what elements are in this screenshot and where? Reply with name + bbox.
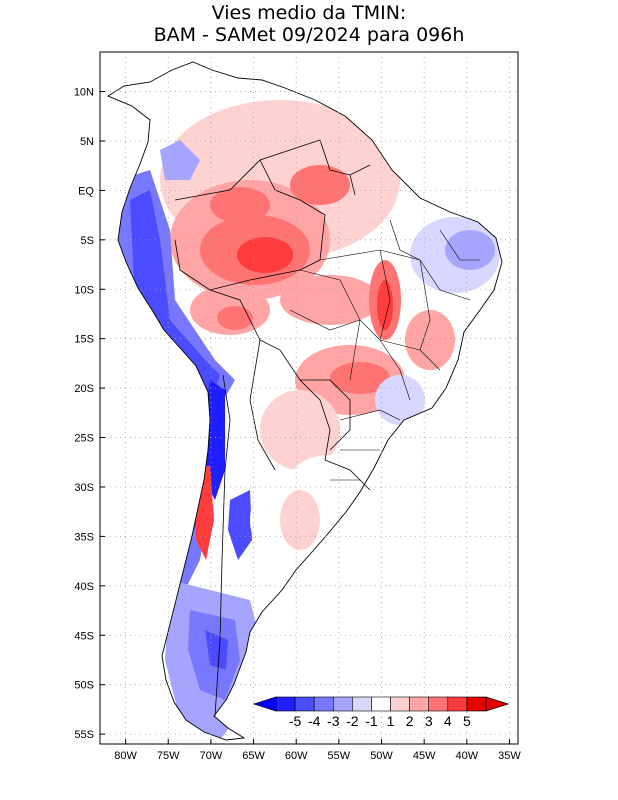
lat-tick-label: 55S bbox=[74, 729, 94, 741]
colorbar-swatch bbox=[352, 696, 372, 712]
colorbar-swatch bbox=[447, 696, 468, 712]
lon-tick-label: 40W bbox=[456, 750, 479, 762]
lon-tick-label: 35W bbox=[498, 750, 521, 762]
title-line-1: Vies medio da TMIN: bbox=[211, 2, 407, 24]
country-borders bbox=[174, 139, 371, 717]
lat-tick-label: 5N bbox=[80, 136, 94, 148]
lat-tick-label: 45S bbox=[74, 630, 94, 642]
coastline bbox=[107, 61, 503, 741]
lat-tick-label: 30S bbox=[74, 482, 94, 494]
lon-tick-label: 70W bbox=[200, 750, 223, 762]
colorbar-swatch bbox=[390, 696, 410, 712]
lon-tick-label: 45W bbox=[413, 750, 436, 762]
colorbar-swatch bbox=[409, 696, 430, 712]
colorbar-label: 2 bbox=[406, 713, 414, 729]
colorbar-label: 4 bbox=[444, 713, 452, 729]
title-line-2: BAM - SAMet 09/2024 para 096h bbox=[153, 24, 465, 46]
lat-tick-label: 15S bbox=[74, 334, 94, 346]
colorbar-label: 5 bbox=[463, 713, 471, 729]
colorbar-label: -1 bbox=[365, 713, 378, 729]
colorbar-label: 3 bbox=[425, 713, 433, 729]
lon-tick-label: 75W bbox=[157, 750, 180, 762]
graticule bbox=[100, 52, 518, 744]
colorbar: -5 -4 -3 -2 -1 1 2 3 4 5 bbox=[252, 696, 510, 729]
lon-tick-label: 60W bbox=[285, 750, 308, 762]
colorbar-label: -3 bbox=[327, 713, 340, 729]
lon-tick-label: 65W bbox=[242, 750, 265, 762]
colorbar-label: -5 bbox=[289, 713, 302, 729]
lon-tick-label: 80W bbox=[114, 750, 137, 762]
lon-tick-label: 50W bbox=[370, 750, 393, 762]
colorbar-label: -4 bbox=[308, 713, 321, 729]
lat-tick-label: 40S bbox=[74, 581, 94, 593]
colorbar-swatch bbox=[275, 696, 296, 712]
colorbar-swatch bbox=[294, 696, 315, 712]
lon-tick-label: 55W bbox=[328, 750, 351, 762]
lat-tick-label: 5S bbox=[81, 235, 94, 247]
colorbar-label: -2 bbox=[346, 713, 359, 729]
colorbar-swatch bbox=[332, 696, 353, 712]
lat-tick-label: 50S bbox=[74, 680, 94, 692]
lat-tick-label: 35S bbox=[74, 531, 94, 543]
lat-tick-label: 10S bbox=[74, 284, 94, 296]
state-borders bbox=[289, 219, 480, 481]
colorbar-swatch bbox=[371, 696, 391, 712]
colorbar-swatch bbox=[428, 696, 449, 712]
colorbar-swatch bbox=[313, 696, 334, 712]
lat-tick-label: 10N bbox=[74, 87, 94, 99]
lat-tick-label: EQ bbox=[78, 185, 94, 197]
axis-ticks: 10N 5N EQ 5S 10S 15S 20S 25S 30S 35S 40S 45S 50S 55S 8… bbox=[74, 87, 522, 762]
plot-frame bbox=[99, 51, 519, 745]
lat-tick-label: 25S bbox=[74, 433, 94, 445]
colorbar-swatch bbox=[466, 696, 487, 712]
colorbar-label: 1 bbox=[387, 713, 395, 729]
lat-tick-label: 20S bbox=[74, 383, 94, 395]
